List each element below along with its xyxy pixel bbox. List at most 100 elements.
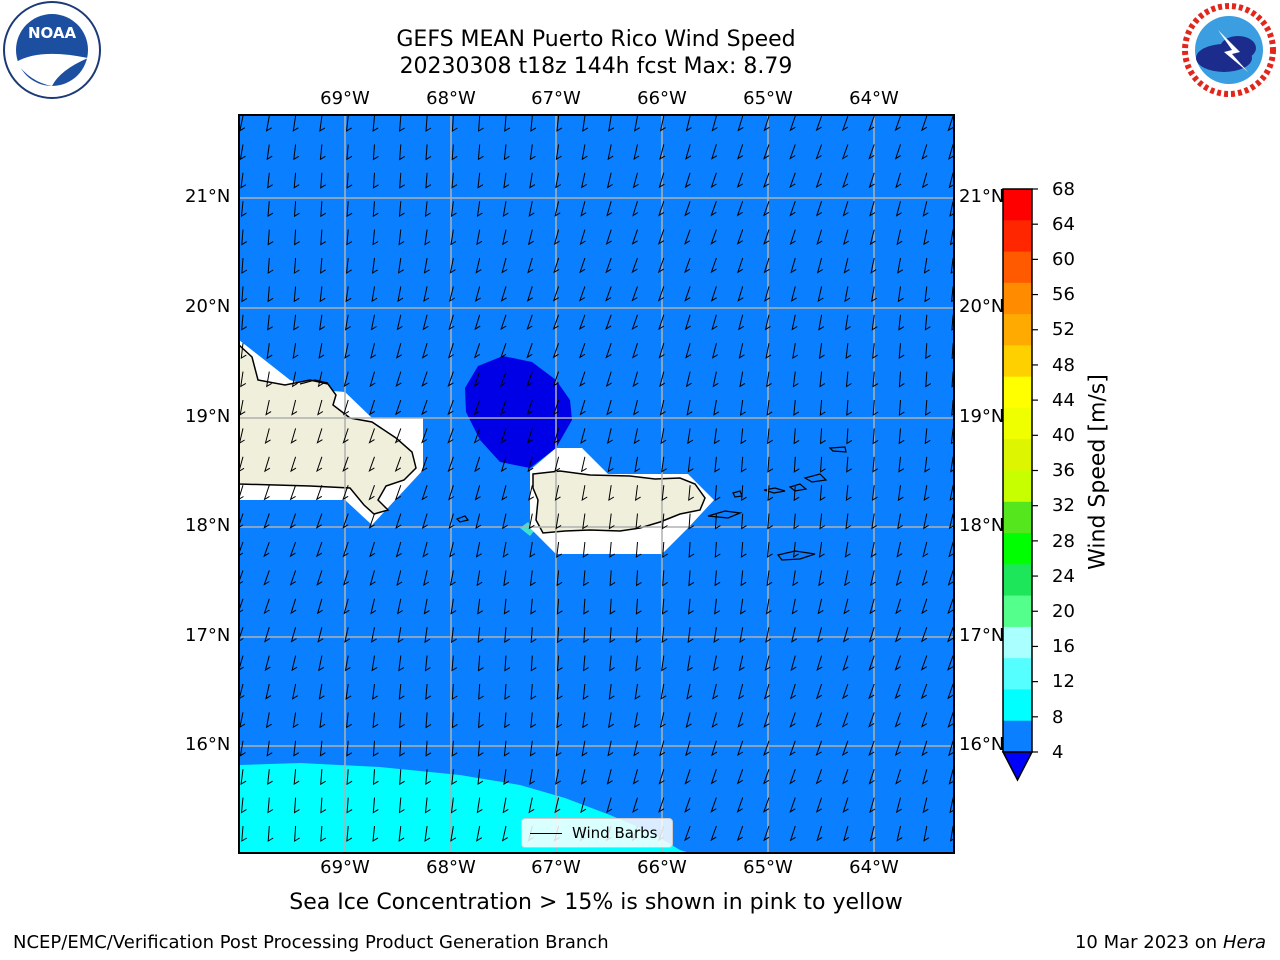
wind-barb bbox=[790, 286, 797, 302]
wind-barb bbox=[608, 485, 615, 501]
wind-barb bbox=[793, 428, 800, 445]
wind-barb bbox=[947, 655, 954, 671]
wind-barb bbox=[320, 797, 327, 814]
wind-barb bbox=[739, 598, 746, 615]
wind-barb bbox=[608, 712, 614, 729]
wind-barb bbox=[451, 655, 458, 672]
wind-barb bbox=[870, 541, 877, 558]
wind-barb bbox=[399, 172, 405, 189]
lon-label-bottom: 69°W bbox=[320, 857, 370, 878]
wind-barb bbox=[581, 740, 588, 757]
wind-barbs bbox=[239, 115, 954, 842]
wind-barb bbox=[869, 201, 876, 217]
wind-barb bbox=[504, 627, 510, 644]
wind-barb bbox=[740, 570, 747, 587]
wind-barb bbox=[710, 769, 717, 785]
colorbar-tick-label: 8 bbox=[1052, 707, 1064, 728]
wind-barb bbox=[736, 797, 744, 813]
island-vieques bbox=[707, 510, 743, 519]
wind-barb bbox=[632, 201, 639, 217]
wind-barb bbox=[292, 343, 299, 359]
wind-barb bbox=[609, 655, 615, 672]
wind-barb bbox=[554, 201, 561, 217]
wind-barb bbox=[372, 172, 379, 189]
wind-barb bbox=[633, 144, 640, 161]
wind-barb bbox=[504, 683, 511, 700]
wind-barb bbox=[789, 769, 796, 785]
wind-barb bbox=[503, 769, 510, 786]
wind-barb bbox=[947, 627, 954, 643]
wind-barb bbox=[659, 144, 666, 160]
colorbar-tick-label: 68 bbox=[1052, 179, 1075, 200]
wind-barb bbox=[763, 229, 770, 245]
wind-barb bbox=[659, 740, 666, 757]
wind-barb bbox=[947, 683, 954, 700]
wind-barb bbox=[450, 797, 457, 814]
wind-barb bbox=[291, 371, 298, 388]
wind-barb bbox=[369, 541, 376, 558]
wind-barb bbox=[923, 485, 930, 501]
wind-barb bbox=[841, 740, 849, 757]
wind-barb bbox=[817, 598, 824, 615]
lat-label-left: 16°N bbox=[185, 734, 231, 755]
wind-barb bbox=[687, 627, 694, 644]
wind-barb bbox=[736, 201, 744, 217]
colorbar-segment bbox=[1003, 720, 1032, 753]
wind-barb bbox=[478, 712, 484, 729]
wind-barb bbox=[736, 144, 744, 160]
wind-barb bbox=[580, 428, 587, 444]
wind-barb bbox=[738, 655, 745, 672]
wind-barb bbox=[292, 712, 299, 729]
wind-barb bbox=[473, 428, 481, 444]
wind-barb bbox=[346, 229, 353, 246]
wind-barb bbox=[869, 570, 876, 587]
wind-barb bbox=[631, 229, 638, 245]
wind-barb bbox=[240, 769, 247, 786]
wind-barb bbox=[763, 144, 770, 160]
wind-barb bbox=[921, 769, 929, 785]
wind-barb bbox=[293, 257, 300, 274]
wind-barb bbox=[762, 172, 770, 189]
wind-barb bbox=[764, 655, 771, 672]
wind-barb bbox=[924, 286, 931, 303]
wind-barb bbox=[815, 201, 823, 217]
wind-barb bbox=[372, 144, 379, 161]
wind-barb bbox=[869, 229, 876, 246]
wind-barb bbox=[553, 428, 560, 444]
wind-barb bbox=[424, 825, 431, 842]
wind-barb bbox=[316, 428, 323, 444]
wind-barb bbox=[711, 115, 718, 132]
wind-barb bbox=[448, 513, 455, 530]
wind-barb bbox=[290, 428, 297, 444]
colorbar-segment bbox=[1003, 314, 1032, 346]
wind-barb bbox=[293, 740, 300, 757]
wind-barb bbox=[320, 201, 327, 218]
wind-barb bbox=[895, 769, 902, 785]
wind-barb bbox=[714, 598, 720, 615]
wind-barb bbox=[554, 769, 561, 785]
wind-barb bbox=[895, 598, 902, 615]
wind-barb bbox=[606, 428, 613, 445]
wind-barb bbox=[581, 144, 588, 161]
wind-barb bbox=[792, 541, 799, 558]
wind-barb bbox=[451, 144, 458, 161]
wind-barb bbox=[556, 570, 563, 587]
wind-barb bbox=[818, 343, 825, 360]
wind-barb bbox=[368, 428, 375, 444]
wind-barb bbox=[583, 598, 590, 615]
wind-barb bbox=[818, 541, 825, 558]
wind-barb bbox=[396, 570, 403, 586]
wind-barb bbox=[501, 257, 508, 274]
wind-barb bbox=[658, 172, 665, 189]
wind-barb bbox=[580, 456, 587, 473]
wind-barb bbox=[951, 286, 954, 303]
wind-barb bbox=[555, 740, 562, 757]
wind-barb bbox=[819, 456, 826, 473]
wind-barb bbox=[398, 825, 405, 842]
wind-barb bbox=[580, 769, 587, 785]
wind-barb bbox=[451, 115, 458, 132]
wind-barb bbox=[947, 570, 954, 586]
wind-barb bbox=[684, 286, 691, 302]
wind-barb bbox=[500, 428, 507, 444]
wind-barb bbox=[921, 172, 928, 189]
